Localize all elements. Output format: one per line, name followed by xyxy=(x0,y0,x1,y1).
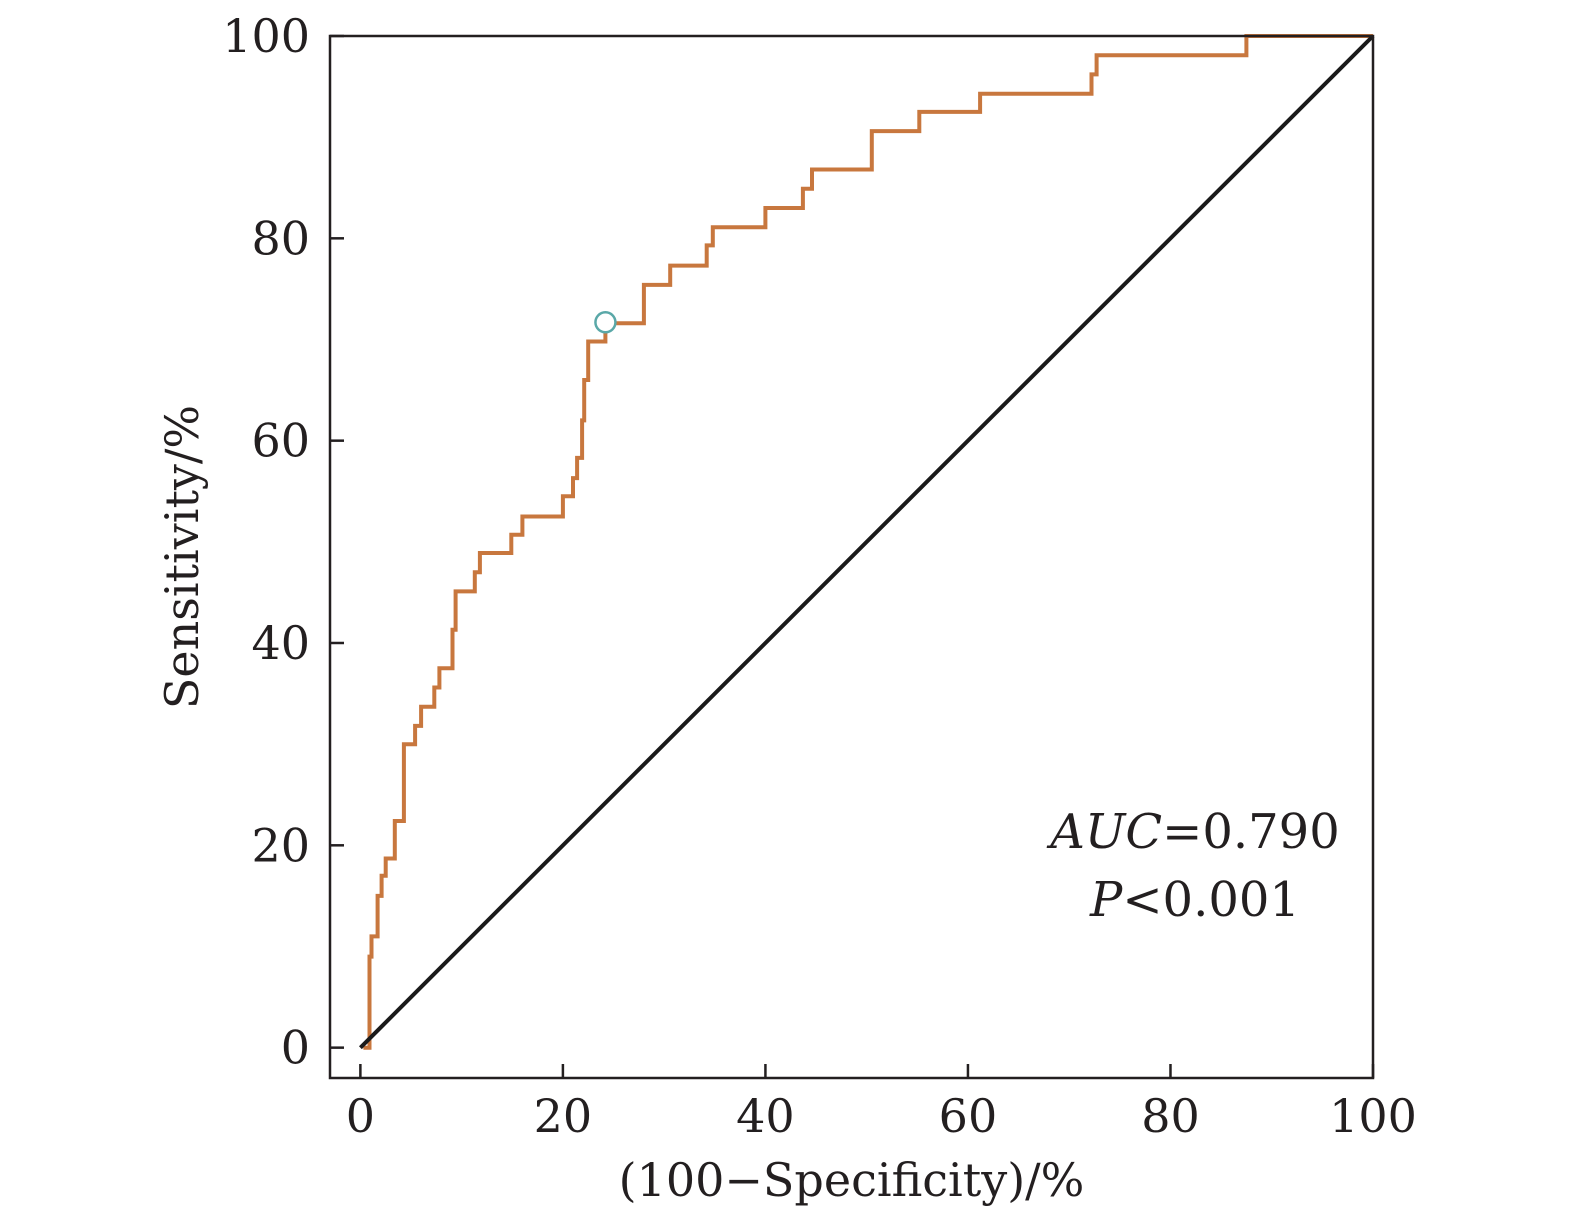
x-tick-label: 20 xyxy=(534,1089,593,1143)
y-tick-label: 60 xyxy=(251,414,310,468)
roc-curve-line xyxy=(363,34,1373,1050)
p-value: <0.001 xyxy=(1122,872,1300,928)
auc-label: AUC xyxy=(1046,804,1162,860)
p-label: P xyxy=(1089,872,1123,928)
y-tick-label: 100 xyxy=(222,9,310,63)
y-tick-label: 40 xyxy=(251,616,310,670)
auc-value: =0.790 xyxy=(1162,804,1340,860)
x-axis-title: (100−Specificity)/% xyxy=(619,1153,1085,1207)
auc-annotation: AUC=0.790 xyxy=(1046,804,1339,860)
p-value-annotation: P<0.001 xyxy=(1089,872,1300,928)
x-tick-label: 80 xyxy=(1141,1089,1200,1143)
x-tick-label: 60 xyxy=(939,1089,998,1143)
reference-diagonal-line xyxy=(358,34,1375,1050)
x-tick-label: 40 xyxy=(736,1089,795,1143)
y-tick-label: 0 xyxy=(281,1021,310,1075)
plot-frame xyxy=(328,34,1375,1080)
x-tick-label: 0 xyxy=(346,1089,375,1143)
x-tick-label: 100 xyxy=(1329,1089,1417,1143)
y-axis-title: Sensitivity/% xyxy=(155,405,209,709)
y-tick-label: 20 xyxy=(251,818,310,872)
y-tick-label: 80 xyxy=(251,211,310,265)
optimal-cutoff-marker xyxy=(594,311,617,334)
